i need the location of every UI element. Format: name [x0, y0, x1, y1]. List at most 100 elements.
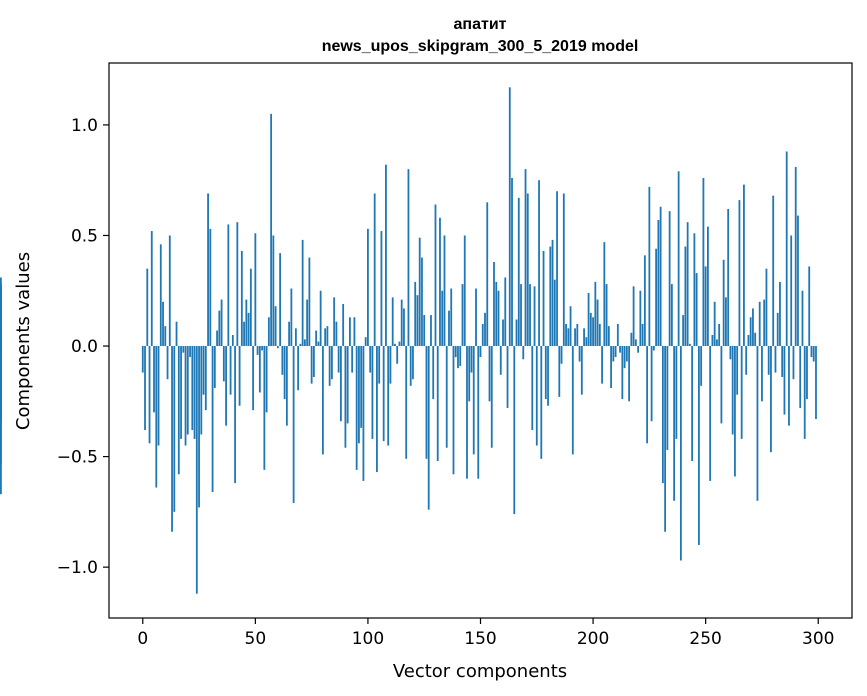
bar-148 — [475, 288, 477, 347]
bar-98 — [362, 346, 365, 481]
bar-239 — [679, 346, 682, 561]
bar-undefined — [0, 346, 2, 355]
y-tick-label: −1.0 — [57, 558, 98, 578]
bar-21 — [189, 346, 191, 358]
bar-264 — [736, 346, 739, 395]
bar-190 — [569, 306, 572, 347]
bar-19 — [184, 346, 187, 446]
bar-76 — [312, 346, 315, 377]
bar-45 — [243, 321, 245, 347]
bar-278 — [767, 346, 770, 375]
chart-title-line1: апатит — [454, 16, 507, 33]
bar-94 — [353, 317, 356, 347]
bar-187 — [562, 193, 565, 347]
bar-114 — [398, 341, 401, 347]
bar-269 — [747, 334, 750, 347]
x-tick-label: 300 — [802, 629, 834, 649]
bar-203 — [598, 323, 601, 347]
bar-22 — [191, 346, 194, 431]
bar-171 — [526, 193, 529, 347]
bar-121 — [414, 281, 417, 347]
bar-240 — [682, 315, 685, 347]
chart-title-line2: news_upos_skipgram_300_5_2019 model — [322, 38, 639, 55]
bar-107 — [382, 346, 385, 442]
bar-5 — [153, 346, 155, 413]
bar-6 — [155, 346, 158, 488]
bar-61 — [279, 253, 282, 347]
bar-119 — [409, 346, 412, 386]
bar-257 — [720, 346, 723, 424]
bar-30 — [209, 228, 212, 347]
bar-170 — [524, 169, 527, 347]
bar-182 — [551, 239, 554, 347]
bar-0 — [141, 346, 144, 373]
bar-215 — [625, 346, 628, 362]
bar-180 — [547, 346, 549, 406]
bar-245 — [693, 233, 696, 347]
bar-16 — [177, 346, 180, 475]
bar-214 — [623, 346, 626, 369]
bar-90 — [344, 346, 347, 448]
bar-15 — [175, 321, 178, 347]
bar-27 — [202, 346, 205, 395]
y-tick-label: 1.0 — [71, 116, 98, 136]
bar-283 — [779, 281, 781, 347]
bar-285 — [783, 346, 786, 415]
bar-189 — [567, 328, 570, 347]
bar-212 — [619, 346, 621, 353]
bar-83 — [328, 346, 331, 386]
bar-109 — [387, 346, 390, 446]
bar-299 — [815, 346, 817, 419]
bar-93 — [351, 346, 354, 373]
bar-12 — [168, 235, 171, 347]
bar-51 — [256, 346, 259, 355]
bar-52 — [258, 346, 261, 393]
bar-59 — [274, 306, 277, 347]
bar-23 — [193, 346, 196, 439]
bar-74 — [308, 257, 311, 347]
bar-41 — [234, 346, 236, 484]
bar-228 — [655, 248, 658, 347]
bar-110 — [389, 346, 392, 384]
bar-11 — [166, 346, 169, 380]
bar-222 — [641, 323, 644, 347]
bar-281 — [774, 346, 777, 373]
bar-43 — [238, 346, 241, 406]
bar-44 — [240, 250, 243, 347]
bar-201 — [594, 281, 597, 347]
bar-71 — [301, 239, 304, 347]
bar-113 — [396, 346, 399, 364]
bar-211 — [616, 323, 619, 347]
bar-82 — [326, 326, 329, 347]
bar-224 — [646, 346, 649, 444]
bar-36 — [222, 346, 225, 382]
bar-243 — [688, 343, 691, 347]
bar-291 — [797, 215, 799, 347]
bar-149 — [477, 346, 480, 479]
bar-274 — [758, 301, 761, 347]
bar-54 — [263, 346, 266, 470]
bar-8 — [159, 244, 162, 347]
bar-81 — [324, 328, 327, 347]
bar-88 — [340, 346, 342, 422]
bar-258 — [722, 259, 725, 347]
bar-28 — [204, 346, 207, 411]
bar-2 — [146, 268, 149, 347]
bar-78 — [317, 341, 320, 347]
bar-80 — [321, 346, 324, 455]
bar-143 — [463, 235, 466, 347]
bar-288 — [790, 235, 793, 347]
bar-97 — [360, 346, 363, 428]
bar-14 — [173, 346, 176, 512]
bar-167 — [517, 197, 520, 347]
bar-9 — [162, 301, 164, 347]
bar-68 — [294, 328, 297, 347]
bar-259 — [725, 297, 727, 347]
bar-277 — [765, 268, 768, 347]
bar-139 — [454, 346, 457, 358]
bar-86 — [335, 321, 338, 347]
bar-168 — [520, 284, 522, 347]
bar-205 — [603, 242, 606, 347]
bar-122 — [416, 295, 419, 347]
bar-251 — [707, 226, 709, 347]
